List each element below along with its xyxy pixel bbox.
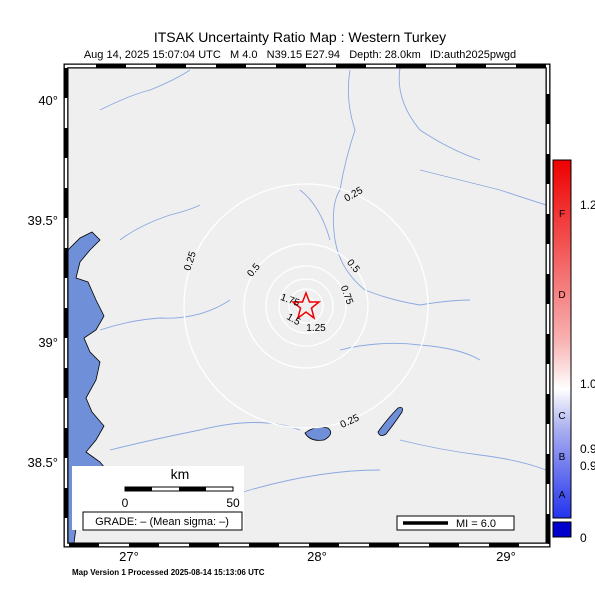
colorbar-value: 0.9 (580, 459, 595, 473)
map-area (68, 68, 546, 543)
grade-letter: C (558, 411, 565, 422)
scale-unit: km (171, 466, 190, 482)
scale-bar-seg (179, 487, 206, 491)
contours (183, 183, 429, 429)
lon-label: 29° (496, 549, 516, 564)
lat-label: 39.5° (27, 213, 58, 228)
rivers (99, 68, 546, 521)
lat-label: 40° (38, 93, 58, 108)
grade-letter: D (558, 290, 565, 301)
colorbar-value: 1.2 (580, 198, 595, 212)
lon-label: 28° (307, 549, 327, 564)
lat-label: 39° (38, 335, 58, 350)
lat-label: 38.5° (27, 455, 58, 470)
footer: Map Version 1 Processed 2025-08-14 15:13… (72, 568, 265, 577)
scale-tick: 0 (122, 496, 129, 510)
scale-tick: 50 (226, 496, 240, 510)
land (68, 68, 546, 543)
lake (377, 407, 403, 436)
epicenter-star (290, 290, 322, 320)
colorbar-min (552, 521, 572, 538)
title: ITSAK Uncertainty Ratio Map : Western Tu… (154, 29, 446, 45)
colorbar-letters: F D C B A (558, 209, 565, 501)
mi-legend: MI = 6.0 (456, 518, 496, 530)
colorbar-value: 0.9 (580, 442, 595, 456)
scale-bar-seg (125, 487, 152, 491)
grade-box (82, 511, 243, 531)
grade-letter: F (559, 209, 565, 220)
lon-labels: 27° 28° 29° (119, 549, 516, 564)
grade-letter: A (559, 490, 566, 501)
map-frame-ticks (64, 64, 550, 547)
lon-label: 27° (119, 549, 139, 564)
colorbar-value: 0 (580, 531, 587, 545)
mi-legend-box (396, 515, 515, 531)
grade: GRADE: – (Mean sigma: –) (95, 516, 229, 528)
map-border (67, 67, 547, 544)
colorbar (552, 159, 572, 519)
subtitle: Aug 14, 2025 15:07:04 UTC M 4.0 N39.15 E… (84, 49, 516, 61)
colorbar-values: 1.2 1.0 0.9 0.9 0 (580, 198, 595, 545)
contour-label: 1.25 (306, 323, 326, 334)
lat-labels: 40° 39.5° 39° 38.5° (27, 93, 58, 470)
colorbar-value: 1.0 (580, 377, 595, 391)
grade-letter: B (559, 452, 566, 463)
